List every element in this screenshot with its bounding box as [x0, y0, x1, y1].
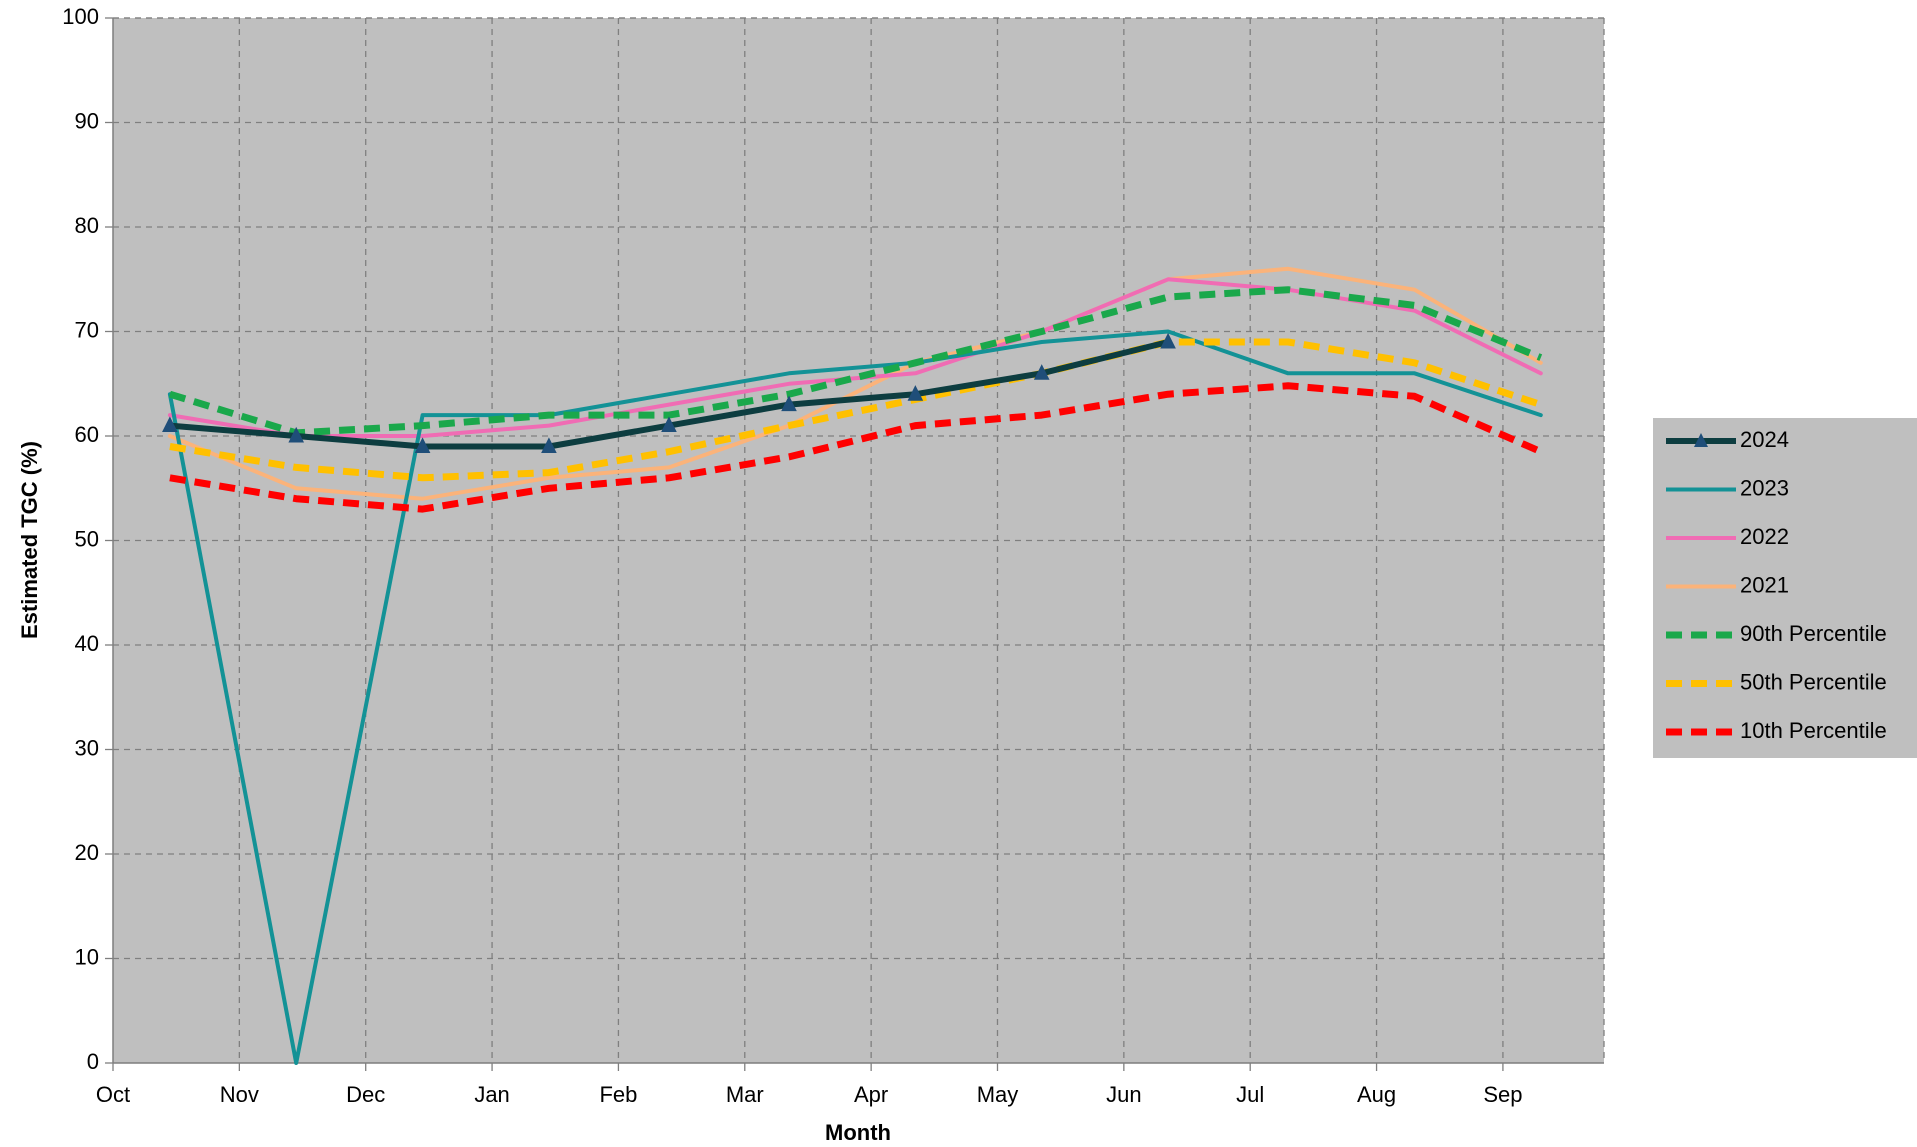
y-tick-label: 100 [62, 4, 99, 29]
x-tick-label: Aug [1357, 1082, 1396, 1107]
x-tick-label: Nov [220, 1082, 259, 1107]
legend-label: 2021 [1740, 572, 1789, 597]
x-tick-labels: Oct Nov Dec Jan Feb Mar Apr May Jun Jul Aug Sep [96, 1082, 1523, 1107]
y-tick-label: 0 [87, 1049, 99, 1074]
legend: 2024 2023 2022 2021 90th Percentile 50th Perc… [1653, 418, 1917, 758]
legend-label: 2024 [1740, 427, 1789, 452]
series-line-2023 [167, 329, 1543, 1065]
series-line-10th-percentile [169, 382, 1543, 513]
data-point [1160, 332, 1176, 349]
data-point [541, 437, 557, 453]
y-axis-title: Estimated TGC (%) [17, 441, 42, 639]
legend-label: 90th Percentile [1740, 621, 1887, 646]
legend-label: 2022 [1740, 524, 1789, 549]
legend-label: 2023 [1740, 475, 1789, 500]
data-point [414, 437, 431, 453]
series-line-2021 [167, 266, 1543, 501]
y-tick-label: 90 [75, 108, 99, 133]
x-tick-label: Oct [96, 1082, 130, 1107]
x-axis-title: Month [825, 1120, 891, 1145]
data-point [1033, 364, 1050, 380]
data-point [162, 416, 178, 433]
data-point [907, 385, 924, 401]
y-tick-labels: 0 10 20 30 40 50 60 70 80 90 100 [62, 4, 99, 1074]
legend-label: 10th Percentile [1740, 718, 1887, 743]
y-tick-label: 80 [75, 213, 99, 238]
x-tick-label: Jun [1106, 1082, 1141, 1107]
x-tick-label: Feb [599, 1082, 637, 1107]
series-line-90th-percentile [168, 286, 1543, 437]
y-tick-label: 20 [75, 840, 99, 865]
y-tick-label: 10 [75, 944, 99, 969]
y-tick-label: 40 [75, 631, 99, 656]
data-point [288, 426, 305, 443]
x-tick-label: Jan [474, 1082, 509, 1107]
x-tick-label: May [977, 1082, 1019, 1107]
x-tick-label: Apr [854, 1082, 888, 1107]
y-tick-label: 60 [75, 422, 99, 447]
x-tick-label: Sep [1483, 1082, 1522, 1107]
x-tick-label: Dec [346, 1082, 385, 1107]
legend-marker [1694, 433, 1708, 447]
series-lines [162, 266, 1543, 1065]
grid-lines [113, 17, 1605, 1063]
axes [105, 17, 1604, 1071]
y-tick-label: 50 [75, 526, 99, 551]
data-point [661, 416, 677, 433]
data-point [781, 395, 797, 412]
y-tick-label: 30 [75, 735, 99, 760]
x-tick-label: Mar [726, 1082, 764, 1107]
y-tick-label: 70 [75, 317, 99, 342]
series-line-50th-percentile [169, 338, 1542, 482]
legend-label: 50th Percentile [1740, 669, 1887, 694]
x-tick-label: Jul [1236, 1082, 1264, 1107]
plot-area [113, 18, 1604, 1063]
